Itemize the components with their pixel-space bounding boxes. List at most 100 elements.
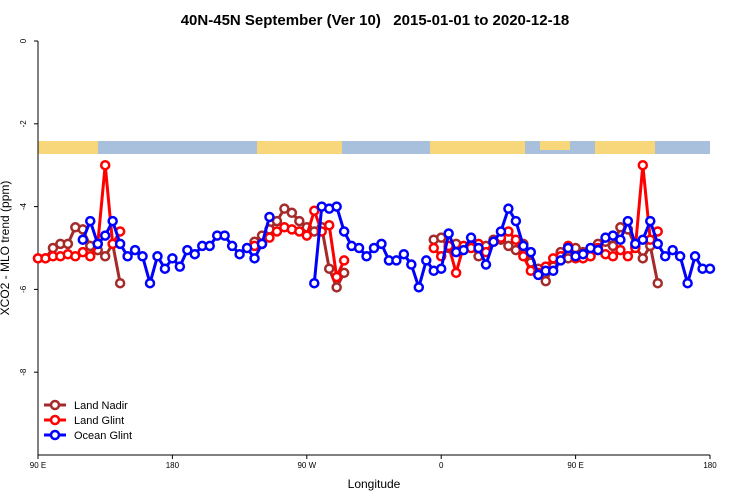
data-point [99, 230, 111, 241]
data-point [331, 201, 342, 212]
data-point [488, 236, 499, 248]
land-strip [257, 141, 342, 154]
data-point [443, 228, 454, 239]
data-point [368, 242, 380, 254]
x-axis-label: Longitude [348, 477, 401, 491]
data-point [279, 203, 290, 214]
data-point [622, 251, 634, 262]
data-point [219, 230, 230, 241]
data-point [114, 238, 126, 250]
x-tick-label: 90 E [30, 461, 46, 470]
data-point [182, 244, 193, 256]
data-point [137, 251, 148, 262]
legend-swatch-marker [49, 414, 61, 426]
data-point [85, 215, 96, 227]
data-point [152, 251, 163, 262]
data-point [503, 240, 514, 252]
data-point [122, 251, 133, 262]
data-point [518, 240, 529, 252]
data-point [294, 215, 305, 227]
data-point [331, 271, 342, 283]
data-point [271, 215, 283, 227]
data-point [652, 238, 663, 250]
data-point [645, 215, 656, 227]
data-point [204, 240, 215, 252]
data-point [264, 211, 275, 223]
data-point [607, 240, 619, 252]
data-point [338, 255, 350, 266]
data-point [249, 253, 260, 264]
data-point [62, 238, 74, 250]
x-tick-label: 90 W [297, 461, 316, 470]
data-point [309, 205, 320, 216]
data-point [421, 255, 432, 266]
data-point [167, 253, 178, 264]
data-point [450, 267, 462, 279]
data-point [77, 234, 89, 245]
data-point [667, 244, 678, 256]
data-point [99, 251, 111, 262]
data-point [622, 215, 634, 227]
data-point [159, 263, 171, 274]
data-point [174, 261, 186, 272]
x-tick-label: 90 E [567, 461, 583, 470]
data-point [301, 230, 313, 241]
data-point [630, 238, 641, 250]
data-point [189, 248, 201, 260]
data-point [226, 240, 238, 252]
land-strip [595, 141, 655, 154]
data-point [376, 238, 387, 250]
data-point [264, 232, 275, 243]
data-point [353, 242, 365, 254]
legend-swatch-marker [49, 399, 61, 411]
data-point [435, 232, 447, 243]
data-point [144, 277, 156, 289]
data-point [428, 242, 439, 254]
land-ocean-strip [38, 141, 710, 154]
legend-label: Ocean Glint [74, 430, 132, 442]
data-point [652, 277, 663, 289]
data-point [682, 277, 693, 289]
legend-swatch-marker [49, 429, 61, 441]
y-axis-label: XCO2 - MLO trend (ppm) [0, 181, 12, 316]
data-point [615, 244, 626, 256]
series [77, 201, 716, 293]
data-point [510, 215, 522, 227]
x-tick-label: 180 [166, 461, 180, 470]
data-point [271, 226, 283, 237]
legend-label: Land Glint [74, 415, 124, 427]
data-point [406, 259, 417, 270]
chart-title: 40N-45N September (Ver 10) 2015-01-01 to… [181, 12, 570, 29]
data-point [637, 234, 649, 245]
data-point [637, 253, 649, 264]
data-point [241, 242, 253, 254]
data-point [592, 244, 604, 256]
data-point [413, 282, 425, 293]
y-tick-label: -2 [19, 120, 28, 128]
data-point [503, 203, 514, 214]
land-strip [430, 141, 525, 154]
data-point [391, 255, 402, 266]
data-point [114, 277, 126, 289]
data-point [495, 226, 507, 237]
data-point [533, 269, 544, 281]
data-point [256, 238, 268, 250]
legend-label: Land Nadir [74, 400, 128, 412]
land-strip [540, 141, 570, 150]
data-point [637, 159, 649, 171]
data-point [518, 251, 529, 262]
data-point [562, 242, 574, 254]
data-point [361, 251, 372, 262]
data-point [129, 244, 141, 256]
data-point [555, 255, 566, 266]
data-point [107, 215, 118, 227]
data-point [331, 282, 342, 293]
data-point [92, 238, 103, 250]
y-tick-label: -4 [19, 202, 28, 210]
data-point [70, 251, 81, 262]
data-point [398, 248, 410, 260]
data-point [309, 277, 320, 289]
data-point [77, 246, 89, 258]
y-tick-label: -8 [19, 368, 28, 376]
